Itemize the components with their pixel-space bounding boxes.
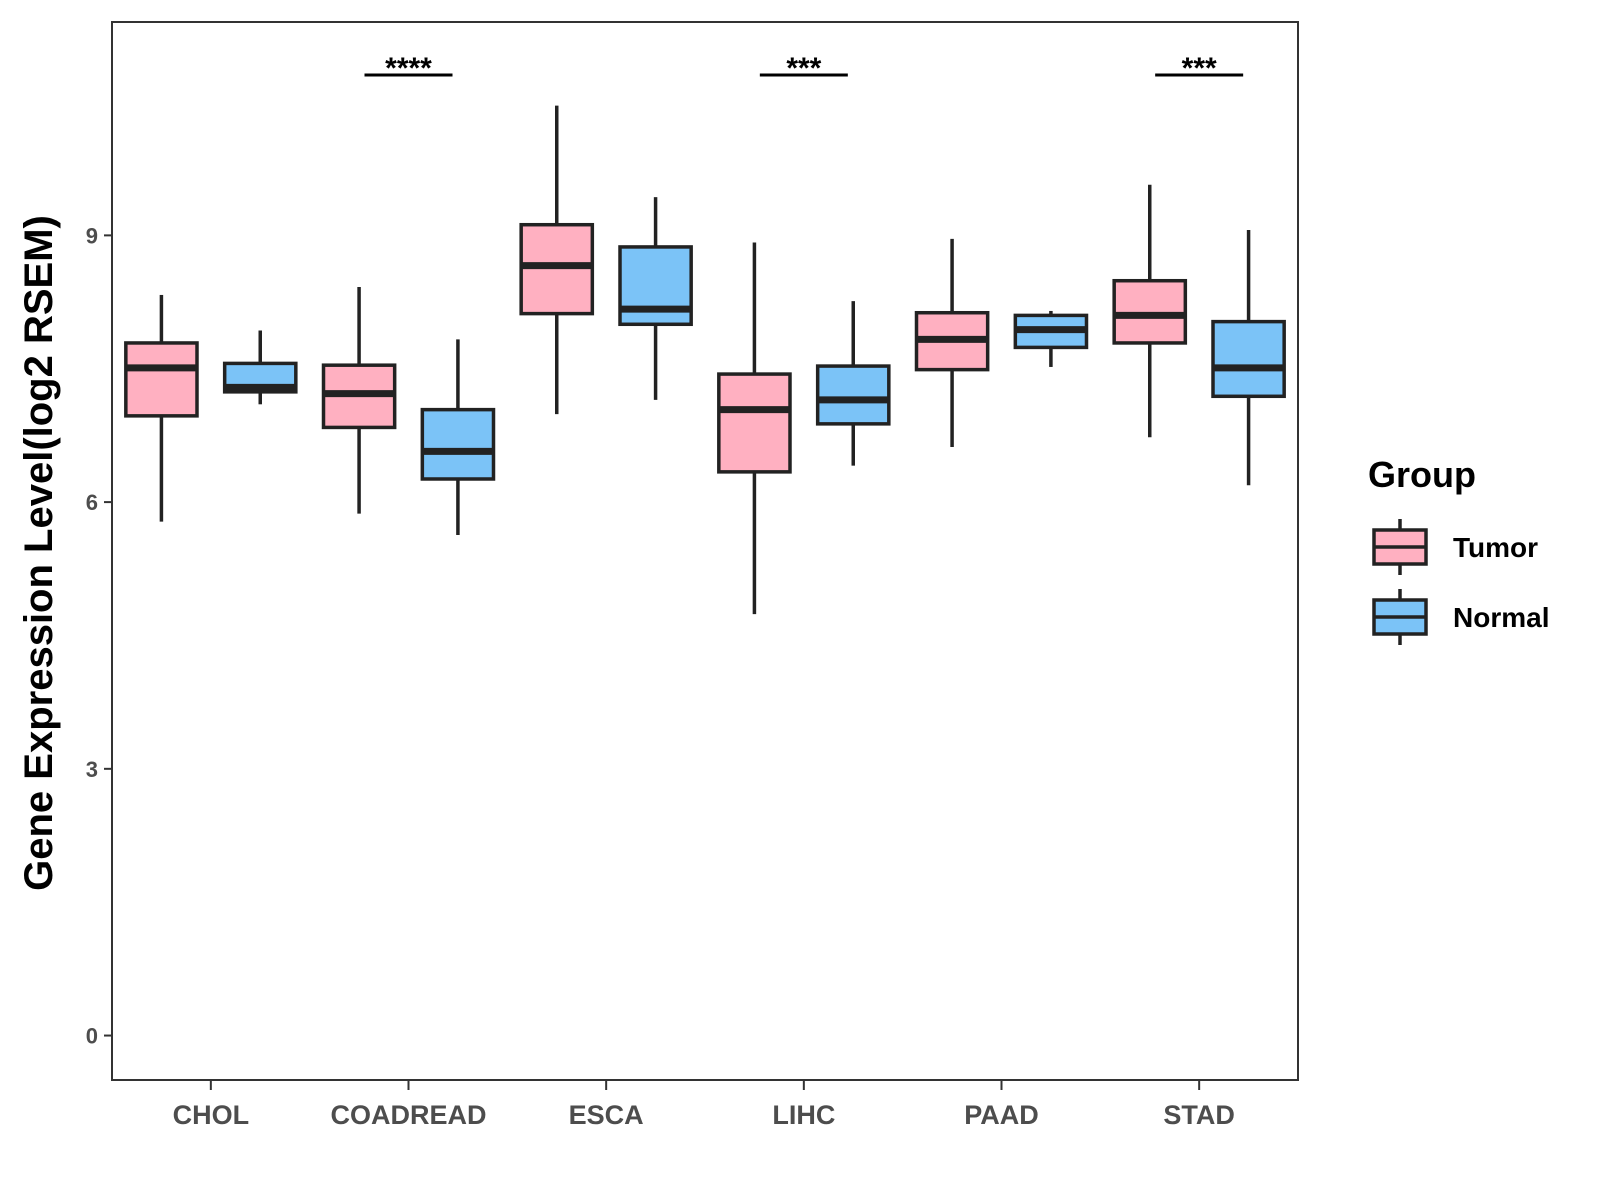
- box-tumor-chol: [124, 294, 199, 522]
- box-normal-coadread: [420, 339, 496, 535]
- y-axis-title: Gene Expression Level(log2 RSEM): [17, 215, 61, 891]
- box-iqr: [815, 364, 891, 426]
- y-tick-label: 3: [86, 757, 98, 782]
- legend: Group Tumor Normal: [1368, 454, 1549, 645]
- box-iqr: [124, 341, 199, 418]
- box-iqr: [618, 245, 693, 327]
- y-tick-label: 0: [86, 1024, 98, 1049]
- box-normal-chol: [222, 330, 298, 405]
- x-tick-label: CHOL: [173, 1100, 250, 1130]
- significance-stad: ***: [1155, 52, 1244, 85]
- box-tumor-coadread: [321, 286, 397, 514]
- x-tick-label: COADREAD: [330, 1100, 486, 1130]
- significance-layer: **** *** ***: [364, 52, 1244, 85]
- legend-label: Normal: [1453, 602, 1549, 633]
- box-tumor-paad: [914, 238, 990, 447]
- y-axis: 0 3 6 9: [86, 223, 112, 1049]
- legend-entry-normal: Normal: [1372, 589, 1549, 645]
- legend-label: Tumor: [1453, 532, 1538, 563]
- y-tick-label: 6: [86, 490, 98, 515]
- box-iqr: [1112, 278, 1188, 345]
- box-normal-lihc: [815, 301, 891, 466]
- x-tick-label: PAAD: [964, 1100, 1039, 1130]
- box-iqr: [1211, 319, 1286, 399]
- box-tumor-lihc: [717, 242, 792, 615]
- significance-label: ***: [1182, 52, 1217, 85]
- x-axis: CHOL COADREAD ESCA LIHC PAAD STAD: [173, 1080, 1235, 1130]
- box-iqr: [420, 407, 496, 481]
- significance-coadread: ****: [364, 52, 453, 85]
- box-normal-esca: [618, 197, 693, 400]
- boxes-layer: [124, 105, 1286, 615]
- box-normal-paad: [1013, 310, 1089, 367]
- box-tumor-stad: [1112, 184, 1188, 438]
- significance-label: ****: [385, 52, 432, 85]
- box-tumor-esca: [519, 105, 595, 415]
- legend-title: Group: [1368, 454, 1476, 495]
- box-iqr: [717, 372, 792, 474]
- x-tick-label: STAD: [1163, 1100, 1235, 1130]
- y-tick-label: 9: [86, 223, 98, 248]
- x-tick-label: ESCA: [569, 1100, 644, 1130]
- box-iqr: [519, 222, 595, 316]
- legend-entry-tumor: Tumor: [1372, 519, 1538, 575]
- significance-label: ***: [786, 52, 821, 85]
- significance-lihc: ***: [759, 52, 848, 85]
- box-normal-stad: [1211, 230, 1286, 486]
- x-tick-label: LIHC: [772, 1100, 835, 1130]
- plot-panel: [111, 21, 1299, 1081]
